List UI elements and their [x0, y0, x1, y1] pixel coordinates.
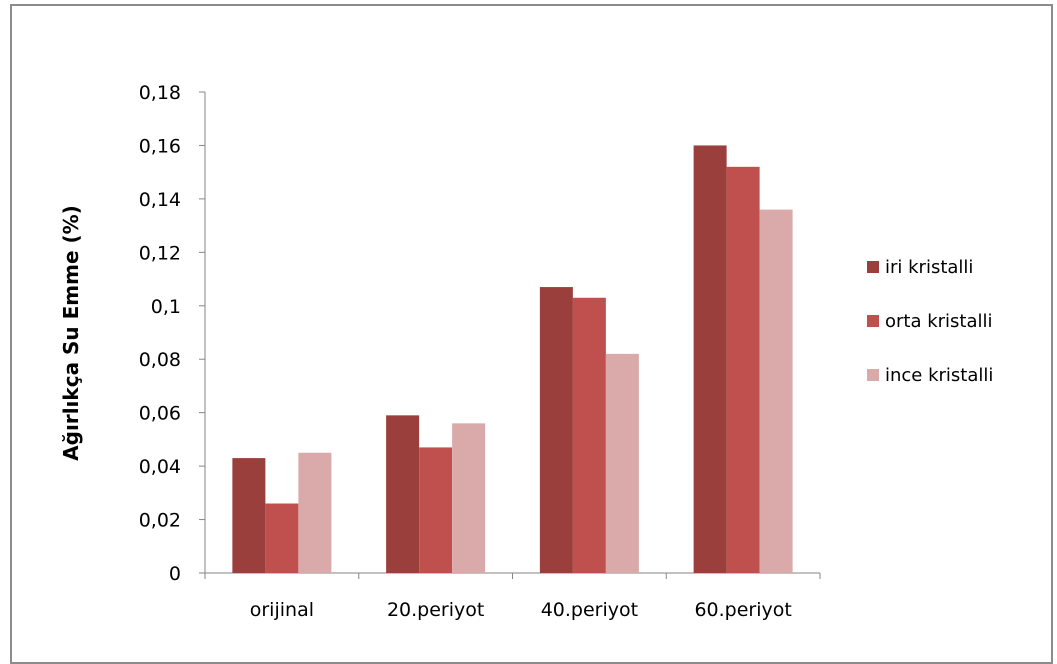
bar	[539, 287, 573, 573]
bar	[693, 145, 727, 573]
bars	[232, 145, 793, 574]
bar	[265, 503, 299, 573]
bar	[452, 423, 486, 573]
x-category-label: 40.periyot	[541, 599, 638, 621]
x-axis	[204, 572, 821, 579]
legend-swatch	[867, 261, 879, 273]
legend-swatch	[867, 369, 879, 381]
legend-label: iri kristalli	[885, 257, 973, 278]
bar	[232, 458, 266, 573]
y-tick-label: 0,04	[139, 456, 181, 478]
bar	[572, 297, 606, 573]
legend-swatch	[867, 315, 879, 327]
legend-label: ince kristalli	[885, 365, 993, 386]
x-category-label: 60.periyot	[694, 599, 791, 621]
y-tick-label: 0,06	[139, 403, 181, 425]
bar	[726, 166, 760, 574]
y-tick-label: 0,1	[151, 296, 181, 318]
x-category-label: 20.periyot	[387, 599, 484, 621]
category-labels: orijinal 20.periyot 40.periyot 60.periyot	[250, 599, 792, 621]
bar-chart: 0 0,02 0,04 0,06 0,08 0,1 0,12 0,14 0,16 0,18 ori…	[59, 82, 993, 621]
bar	[298, 452, 332, 573]
x-category-label: orijinal	[250, 599, 314, 621]
bar	[605, 353, 639, 573]
chart-frame	[10, 4, 1053, 664]
y-tick-label: 0,12	[139, 242, 181, 264]
y-axis: 0 0,02 0,04 0,06 0,08 0,1 0,12 0,14 0,16 0,18	[139, 82, 206, 585]
legend-label: orta kristalli	[885, 311, 993, 332]
bar	[759, 209, 793, 574]
y-axis-title: Ağırlıkça Su Emme (%)	[59, 205, 83, 461]
legend: iri kristalli orta kristalli ince kristall…	[867, 257, 993, 386]
y-tick-label: 0,02	[139, 510, 181, 532]
y-tick-label: 0,08	[139, 349, 181, 371]
bar	[386, 415, 420, 573]
bar	[419, 447, 453, 573]
y-tick-label: 0	[169, 563, 181, 585]
y-tick-label: 0,18	[139, 82, 181, 104]
y-tick-label: 0,16	[139, 135, 181, 157]
y-tick-label: 0,14	[139, 189, 181, 211]
